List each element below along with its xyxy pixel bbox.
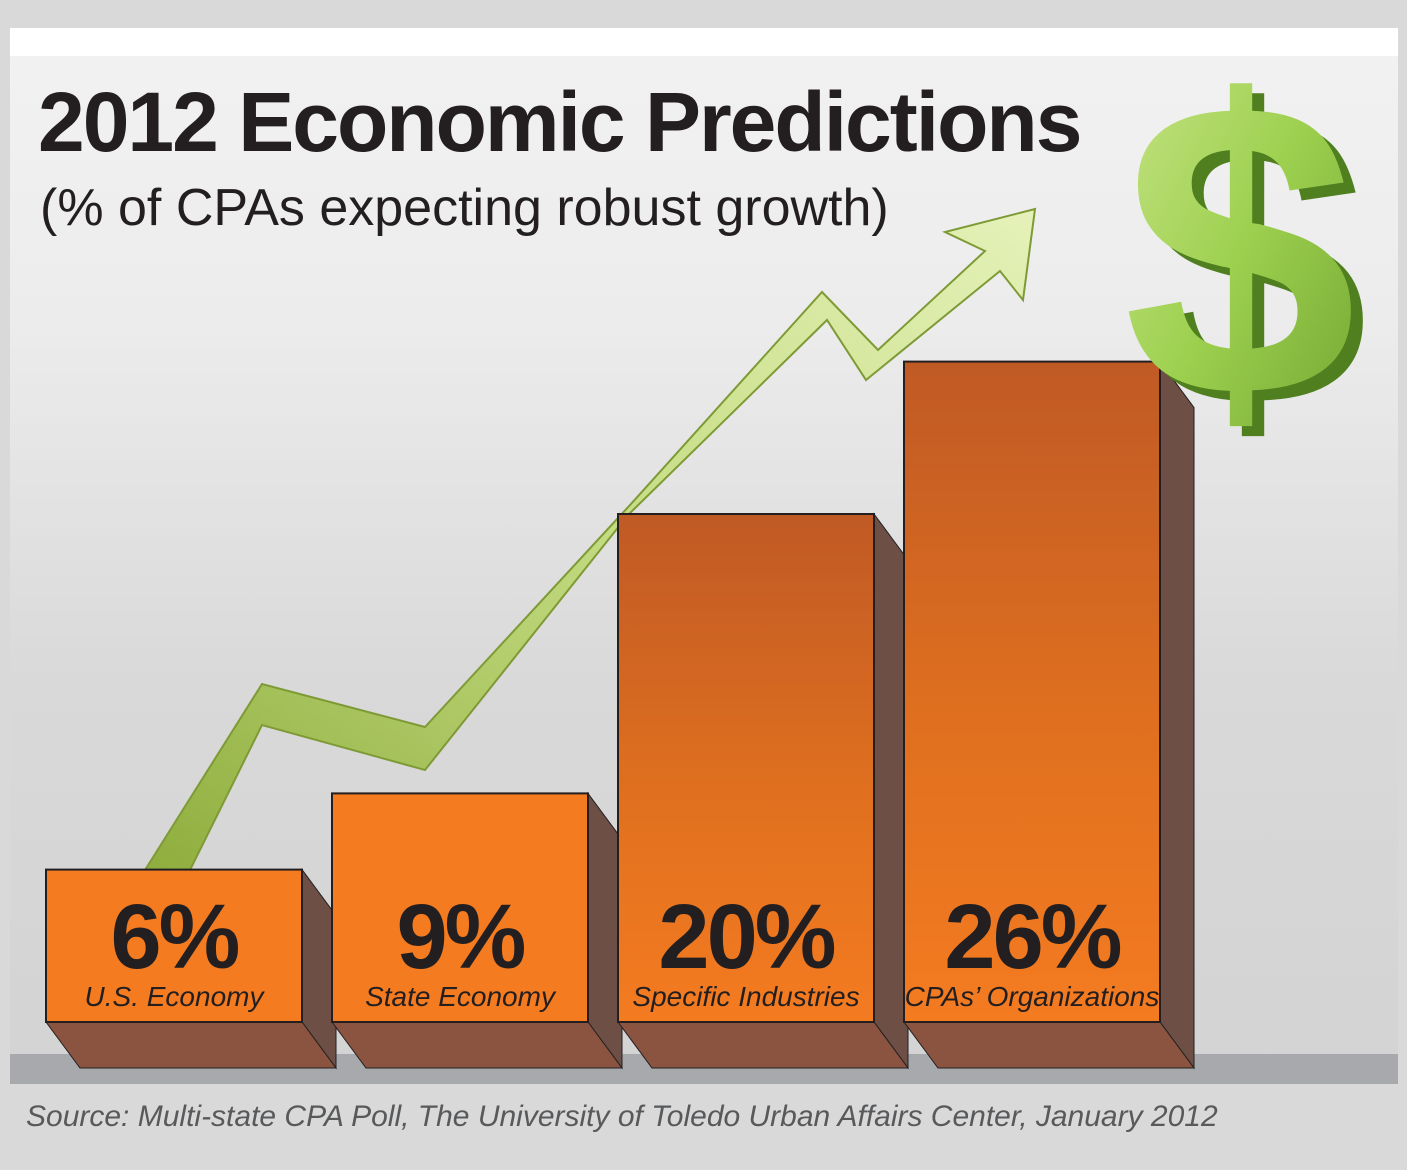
chart-subtitle: (% of CPAs expecting robust growth) — [40, 179, 889, 237]
svg-text:$: $ — [1135, 26, 1369, 495]
bar-face — [617, 513, 875, 1023]
bar: 20%Specific Industries — [617, 512, 909, 1070]
chart-title: 2012 Economic Predictions — [38, 75, 1082, 169]
bar-value-label: 26% — [944, 886, 1120, 988]
bar-bottom — [45, 1021, 337, 1069]
svg-text:$: $ — [1123, 16, 1357, 485]
bar-bottom — [617, 1021, 909, 1069]
bar-face — [45, 868, 303, 1023]
source-note: Source: Multi-state CPA Poll, The Univer… — [26, 1100, 1218, 1133]
frame-top-band — [10, 28, 1398, 56]
bar-bottom — [331, 1021, 623, 1069]
bar-bottom — [903, 1021, 1195, 1069]
dollar-sign-icon: $ $ — [1123, 16, 1369, 495]
trend-arrow-icon — [143, 207, 1037, 871]
bar-category-label: U.S. Economy — [85, 981, 266, 1012]
bar-category-label: State Economy — [365, 981, 557, 1012]
bar-side — [587, 791, 623, 1070]
bar-value-label: 6% — [111, 886, 239, 988]
bar-category-label: CPAs’ Organizations — [905, 981, 1160, 1012]
bar: 6%U.S. Economy — [45, 868, 337, 1070]
bar-value-label: 9% — [397, 886, 525, 988]
bar-side — [873, 512, 909, 1070]
bar-value-label: 20% — [658, 886, 834, 988]
bar-face — [331, 792, 589, 1024]
bar: 9%State Economy — [331, 791, 623, 1070]
bar: 26%CPAs’ Organizations — [903, 360, 1195, 1070]
bar-face — [903, 360, 1161, 1024]
bar-category-label: Specific Industries — [632, 981, 859, 1012]
